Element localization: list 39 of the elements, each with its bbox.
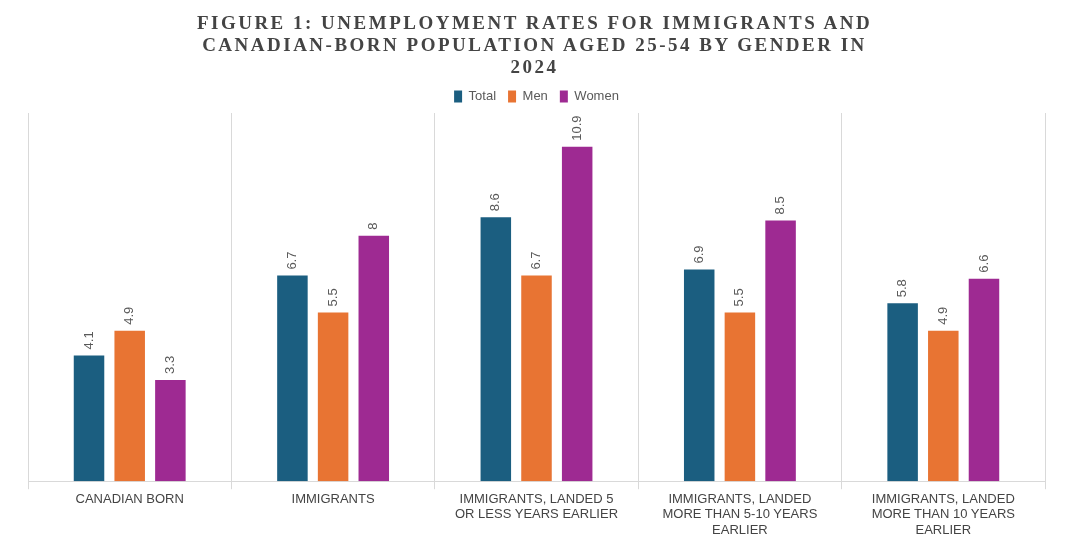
bar bbox=[317, 312, 349, 482]
data-label: 4.9 bbox=[121, 306, 137, 325]
chart-title: FIGURE 1: UNEMPLOYMENT RATES FOR IMMIGRANTS AND CANADIAN-BORN POPULATION AGED 25-54 BY GENDER IN 2024 bbox=[195, 12, 874, 78]
bar bbox=[155, 379, 186, 482]
legend-label: Women bbox=[574, 88, 619, 104]
bar bbox=[73, 355, 105, 482]
data-label: 6.6 bbox=[975, 254, 991, 273]
x-tick-label: IMMIGRANTS bbox=[291, 490, 375, 506]
bar bbox=[277, 275, 308, 482]
data-label: 6.7 bbox=[284, 251, 299, 270]
bar bbox=[480, 217, 512, 482]
bar bbox=[968, 278, 1000, 482]
x-tick-label: CANADIAN BORN bbox=[75, 490, 184, 506]
bar bbox=[765, 220, 796, 482]
data-label: 5.5 bbox=[324, 288, 340, 307]
data-label: 4.1 bbox=[80, 331, 96, 350]
bar bbox=[521, 275, 552, 482]
bar bbox=[114, 330, 145, 482]
bar bbox=[887, 303, 918, 482]
bar bbox=[561, 146, 593, 482]
data-label: 5.5 bbox=[731, 288, 747, 307]
x-tick-label: IMMIGRANTS, LANDED 5 OR LESS YEARS EARLIER bbox=[454, 490, 619, 522]
bar bbox=[683, 269, 715, 482]
bar bbox=[928, 330, 959, 482]
bar bbox=[358, 235, 390, 482]
legend-label: Total bbox=[468, 88, 497, 104]
data-label: 8.6 bbox=[487, 193, 503, 212]
data-label: 8 bbox=[365, 222, 381, 230]
data-label: 8.5 bbox=[772, 196, 788, 215]
data-label: 6.9 bbox=[690, 245, 706, 264]
bar bbox=[724, 312, 756, 482]
data-label: 4.9 bbox=[934, 306, 950, 325]
data-label: 6.7 bbox=[528, 251, 544, 270]
x-tick-label: IMMIGRANTS, LANDED MORE THAN 10 YEARS EARLIER bbox=[871, 490, 1016, 537]
data-label: 10.9 bbox=[568, 115, 584, 141]
x-tick-label: IMMIGRANTS, LANDED MORE THAN 5-10 YEARS EARLIER bbox=[662, 490, 818, 537]
data-label: 5.8 bbox=[894, 279, 910, 298]
data-label: 3.3 bbox=[161, 355, 177, 374]
legend-label: Men bbox=[522, 88, 548, 104]
